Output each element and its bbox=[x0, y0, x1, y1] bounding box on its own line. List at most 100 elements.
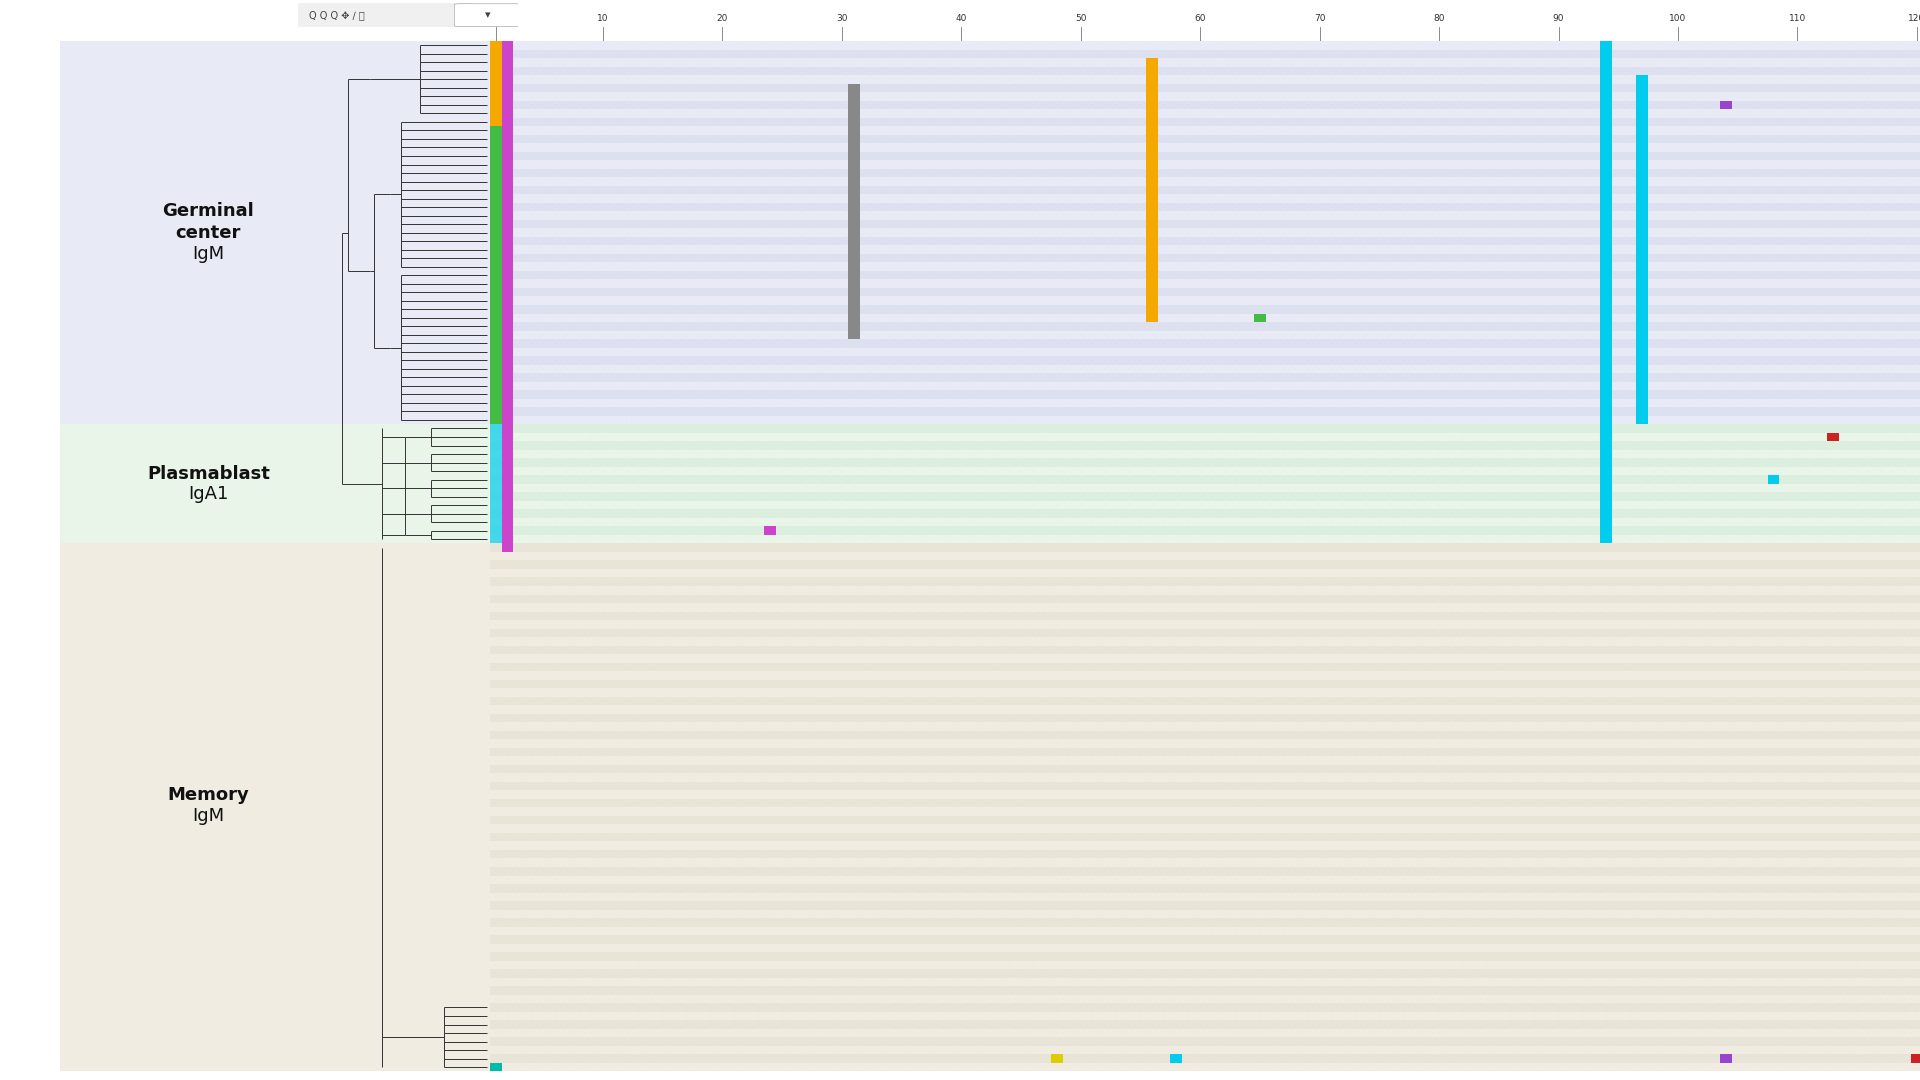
Bar bbox=[490, 407, 1920, 416]
Point bbox=[1411, 710, 1442, 727]
Point bbox=[1162, 999, 1192, 1016]
Point bbox=[1077, 522, 1108, 539]
Point bbox=[862, 480, 893, 497]
Point bbox=[1233, 1008, 1263, 1025]
Point bbox=[1638, 429, 1668, 446]
Point bbox=[922, 530, 952, 548]
Point bbox=[1759, 318, 1789, 335]
Point bbox=[1674, 131, 1705, 148]
Point bbox=[791, 956, 822, 973]
Point bbox=[839, 471, 870, 488]
Point bbox=[647, 743, 678, 760]
Point bbox=[624, 488, 655, 505]
Point bbox=[1686, 633, 1716, 650]
Point bbox=[1807, 267, 1837, 284]
Point bbox=[516, 420, 547, 437]
Point bbox=[1102, 164, 1133, 181]
Point bbox=[1377, 429, 1407, 446]
Point bbox=[1496, 734, 1526, 752]
Point bbox=[1137, 1058, 1167, 1076]
Point bbox=[1615, 377, 1645, 394]
Point bbox=[828, 335, 858, 352]
Point bbox=[1400, 582, 1430, 599]
Point bbox=[862, 232, 893, 249]
Point bbox=[1029, 666, 1060, 684]
Point bbox=[1317, 497, 1348, 514]
Point bbox=[1578, 990, 1609, 1008]
Point bbox=[1866, 45, 1897, 63]
Point bbox=[910, 335, 941, 352]
Point bbox=[1363, 249, 1394, 267]
Point bbox=[1699, 1050, 1730, 1067]
Point bbox=[1782, 642, 1812, 659]
Point bbox=[1425, 335, 1455, 352]
Point bbox=[516, 207, 547, 225]
Point bbox=[1841, 982, 1872, 999]
Point bbox=[1782, 505, 1812, 523]
Point bbox=[1507, 956, 1538, 973]
Point bbox=[564, 386, 595, 403]
Point bbox=[970, 854, 1000, 872]
Point bbox=[624, 190, 655, 207]
Point bbox=[803, 964, 833, 982]
Point bbox=[588, 445, 618, 462]
Point bbox=[899, 846, 929, 863]
Point bbox=[1603, 846, 1634, 863]
Point bbox=[839, 990, 870, 1008]
Point bbox=[766, 497, 797, 514]
Point bbox=[1626, 292, 1657, 309]
Point bbox=[1496, 249, 1526, 267]
Point bbox=[1148, 1041, 1179, 1058]
Point bbox=[1471, 181, 1501, 199]
Point bbox=[505, 462, 536, 480]
Point bbox=[1329, 905, 1359, 922]
Point bbox=[588, 896, 618, 914]
Point bbox=[540, 173, 570, 190]
Point bbox=[599, 79, 630, 96]
Point bbox=[791, 462, 822, 480]
Point bbox=[599, 505, 630, 523]
Point bbox=[1484, 394, 1515, 411]
Point bbox=[1745, 565, 1776, 582]
Point bbox=[1041, 956, 1071, 973]
Point bbox=[1722, 931, 1753, 948]
Point bbox=[647, 113, 678, 131]
Point bbox=[862, 207, 893, 225]
Point bbox=[995, 37, 1025, 54]
Point bbox=[1807, 675, 1837, 692]
Point bbox=[1555, 352, 1586, 369]
Point bbox=[1102, 122, 1133, 139]
Point bbox=[1592, 292, 1622, 309]
Point bbox=[922, 624, 952, 642]
Point bbox=[899, 590, 929, 607]
Point bbox=[1496, 139, 1526, 157]
Point bbox=[588, 45, 618, 63]
Point bbox=[1448, 854, 1478, 872]
Point bbox=[1363, 982, 1394, 999]
Point bbox=[1567, 633, 1597, 650]
Point bbox=[505, 658, 536, 675]
Point bbox=[1411, 675, 1442, 692]
Point bbox=[1388, 131, 1419, 148]
Point bbox=[1519, 786, 1549, 804]
Point bbox=[1329, 513, 1359, 530]
Point bbox=[1901, 343, 1920, 361]
Bar bbox=[1146, 160, 1158, 168]
Point bbox=[1686, 565, 1716, 582]
Point bbox=[862, 326, 893, 343]
Point bbox=[1722, 616, 1753, 633]
Point bbox=[1436, 1032, 1467, 1050]
Point bbox=[862, 199, 893, 216]
Point bbox=[1162, 190, 1192, 207]
Point bbox=[1018, 879, 1048, 896]
Point bbox=[1471, 879, 1501, 896]
Point bbox=[1340, 190, 1371, 207]
Point bbox=[1555, 795, 1586, 812]
Point bbox=[1114, 804, 1144, 821]
Point bbox=[1759, 309, 1789, 326]
Point bbox=[1137, 437, 1167, 455]
Point bbox=[1292, 1058, 1323, 1076]
Point bbox=[720, 914, 751, 931]
Point bbox=[564, 199, 595, 216]
Point bbox=[887, 505, 918, 523]
